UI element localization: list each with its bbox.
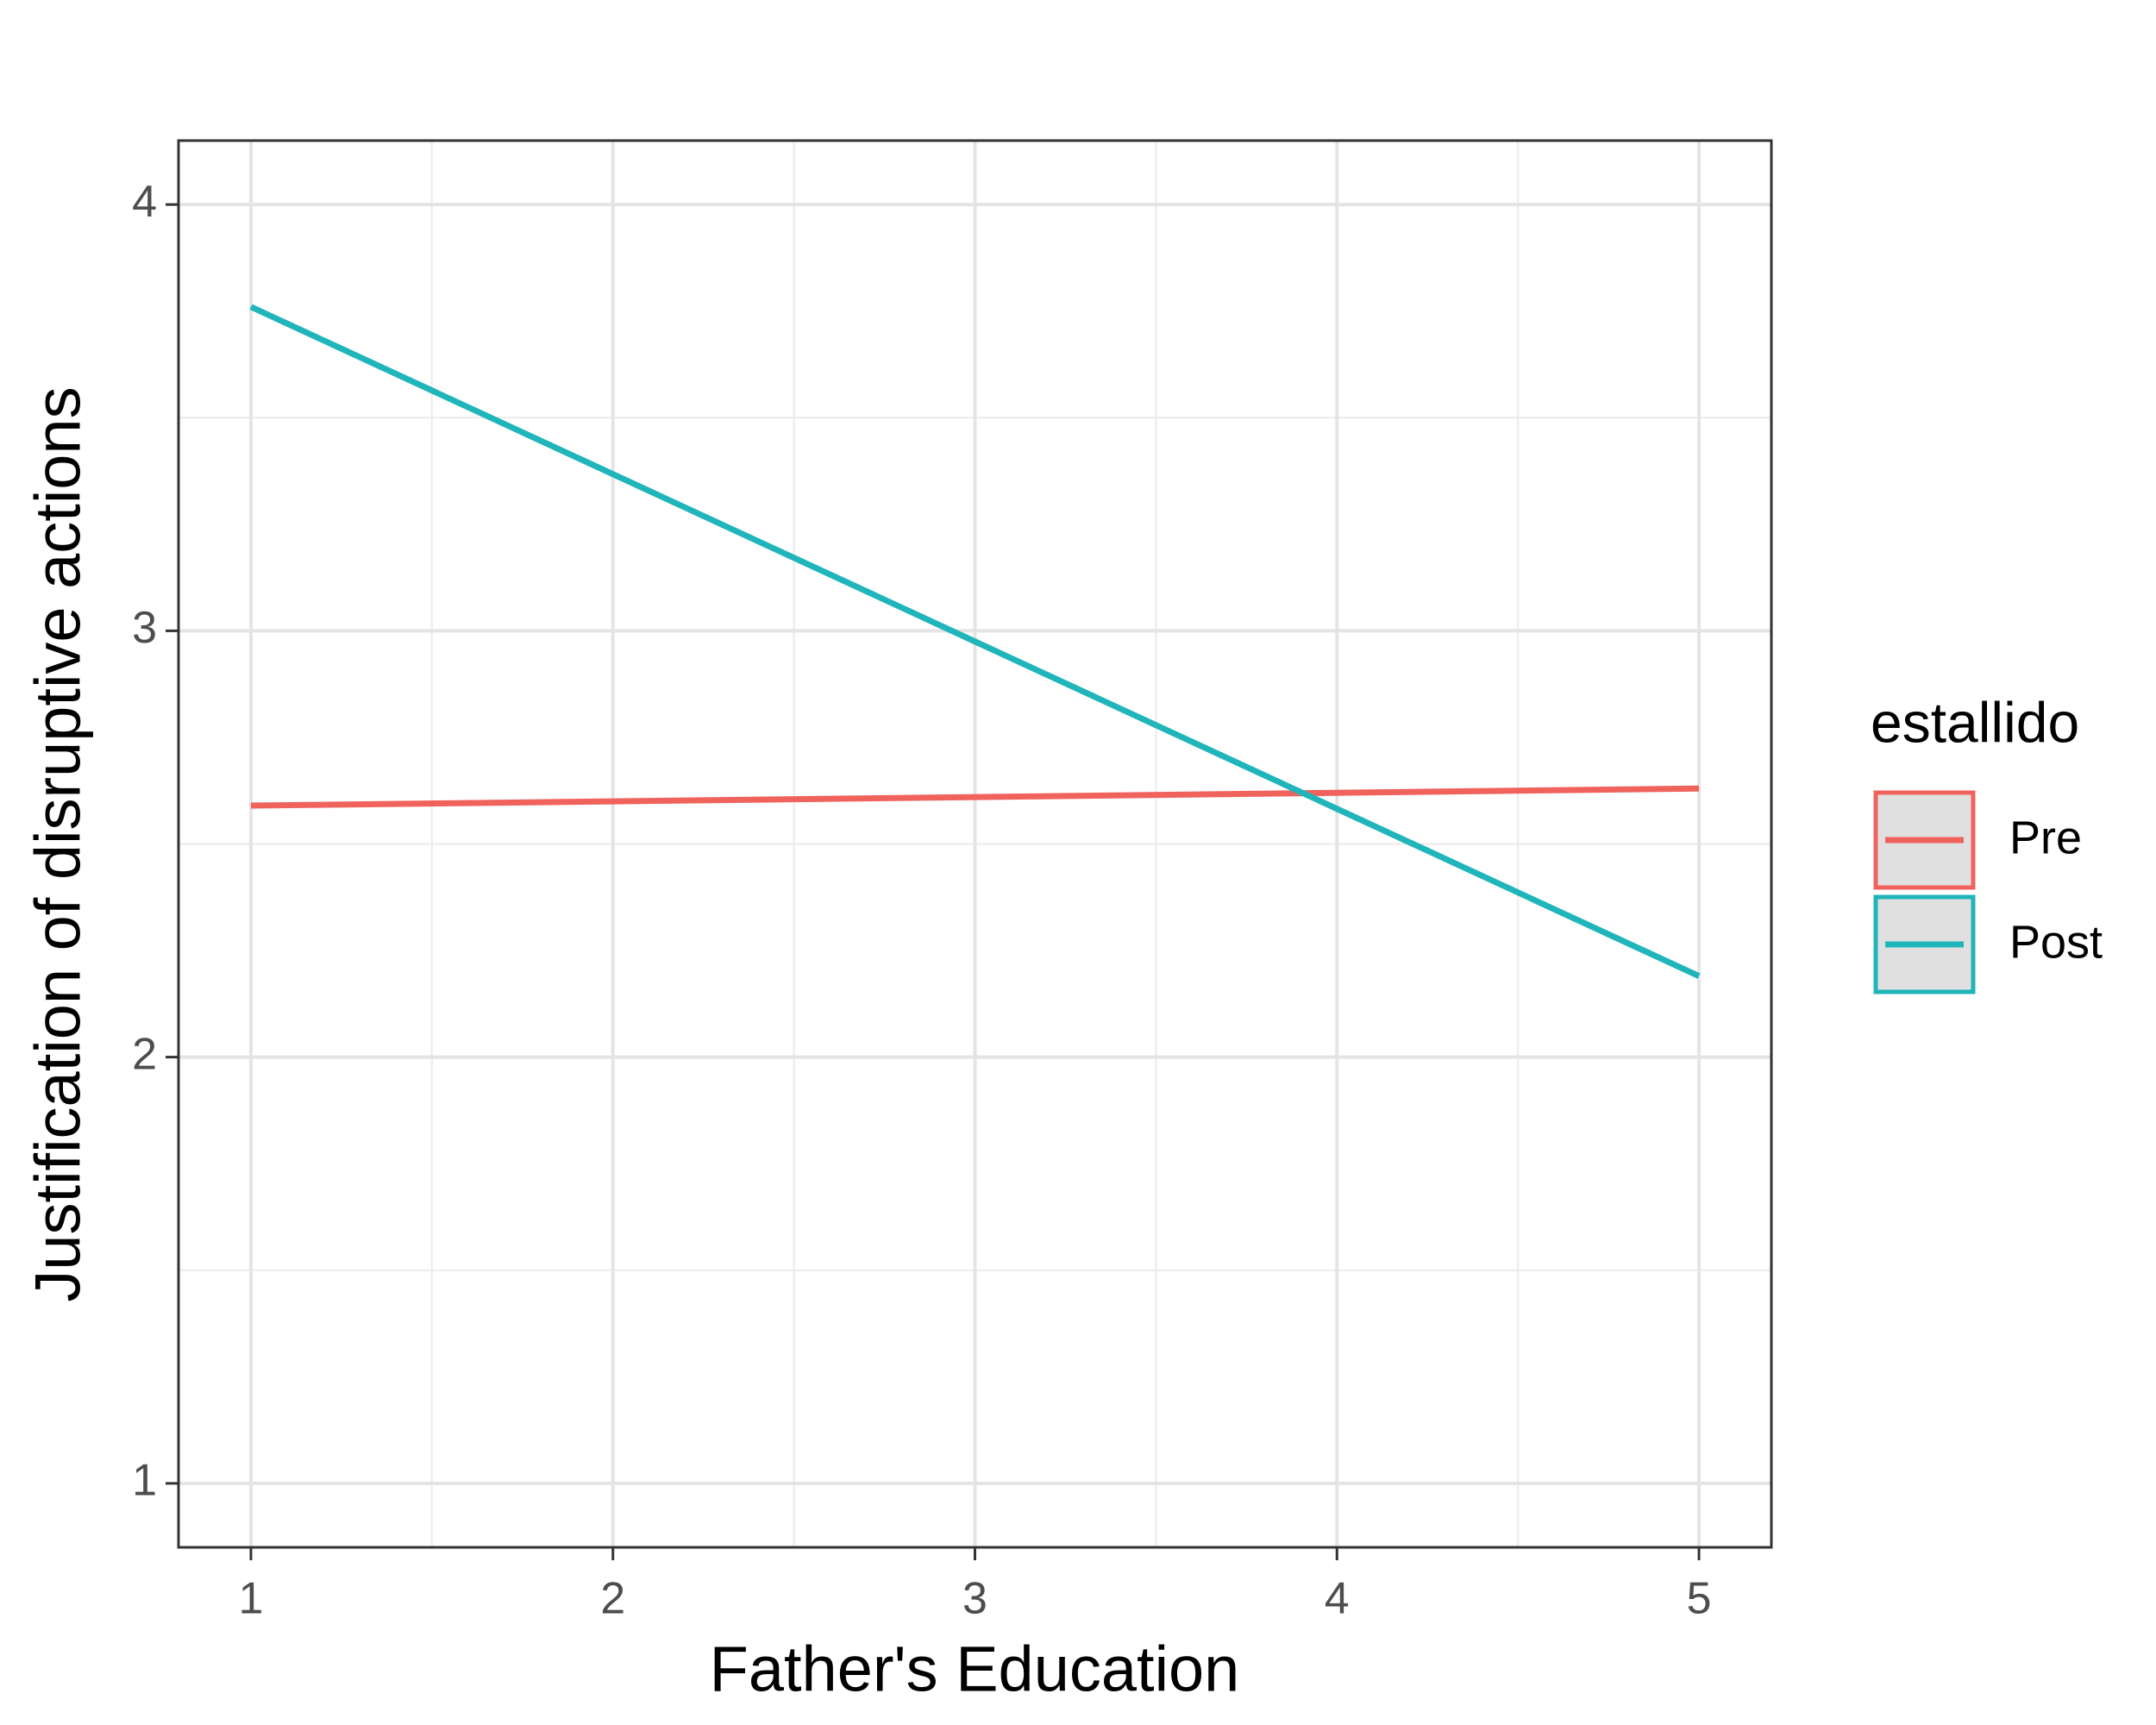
y-tick-label: 1 (132, 1456, 157, 1506)
legend-label: Post (2009, 916, 2103, 968)
x-axis-title: Father's Education (710, 1634, 1240, 1705)
axes: 1 2 3 4 1 2 3 4 5 (132, 177, 1711, 1624)
legend-label: Pre (2009, 812, 2082, 863)
y-tick-label: 3 (132, 603, 157, 653)
y-axis-title: Justification of disruptive actions (22, 386, 94, 1302)
x-tick-label: 1 (238, 1574, 263, 1624)
x-tick-label: 5 (1687, 1574, 1712, 1624)
x-tick-label: 4 (1325, 1574, 1350, 1624)
y-tick-label: 2 (132, 1029, 157, 1079)
data-line (249, 304, 1701, 979)
y-tick-label: 4 (132, 177, 157, 227)
x-tick-label: 2 (600, 1574, 625, 1624)
x-tick-label: 3 (962, 1574, 987, 1624)
plot-lines (249, 304, 1701, 979)
legend: estallido Pre Post (1871, 690, 2103, 994)
data-line (250, 785, 1700, 809)
legend-title: estallido (1871, 690, 2079, 754)
grid (179, 141, 1771, 1547)
